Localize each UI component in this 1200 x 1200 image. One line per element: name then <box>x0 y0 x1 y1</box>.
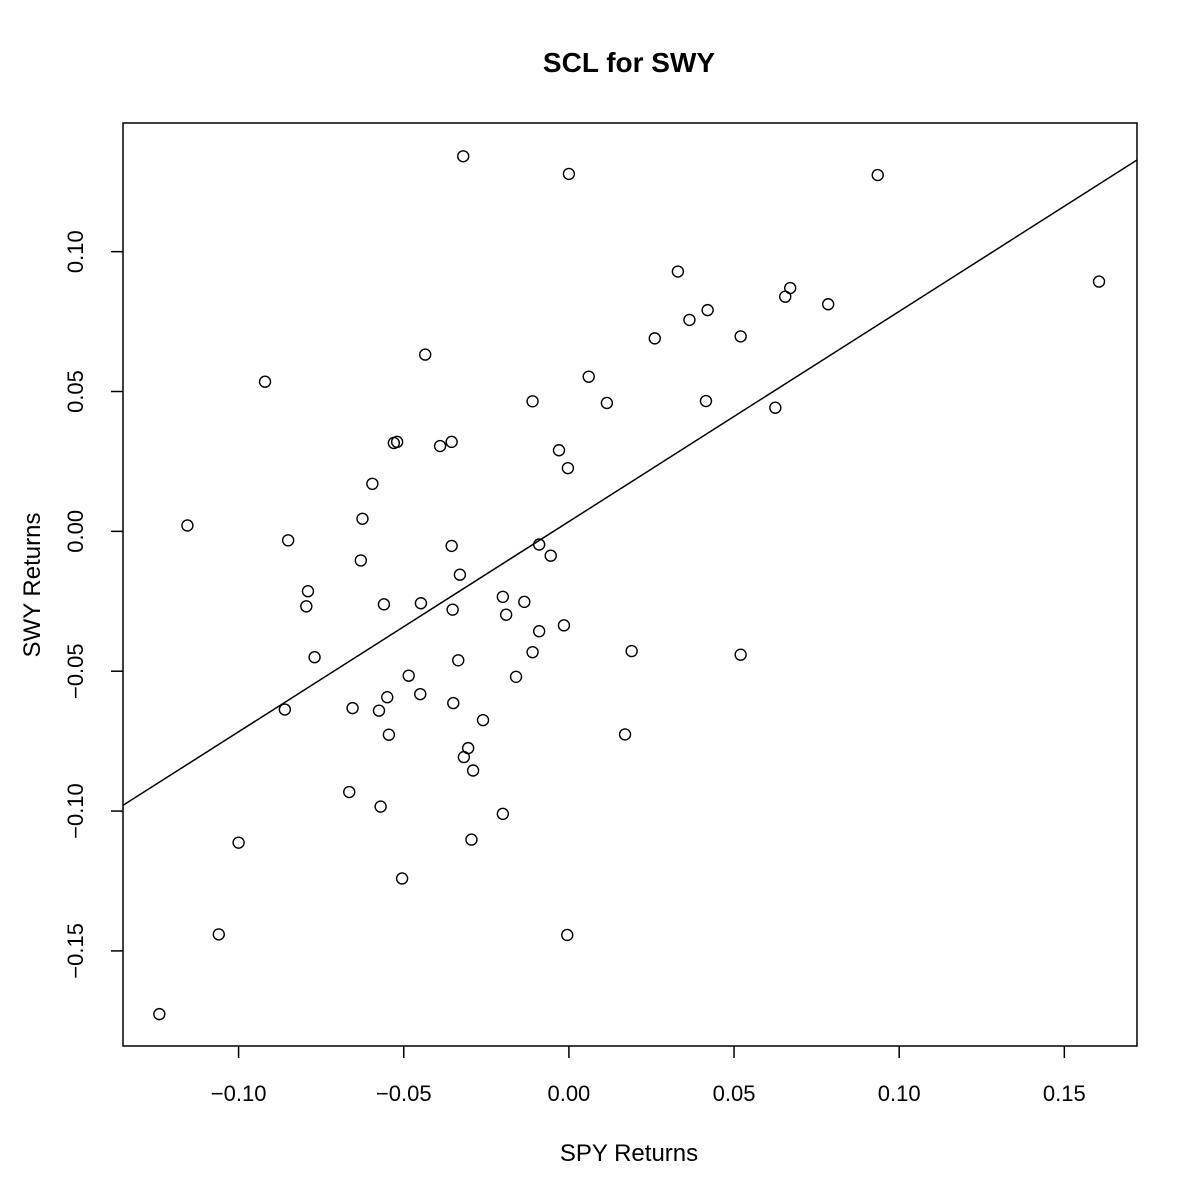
data-point <box>783 281 797 295</box>
data-point <box>561 928 574 942</box>
data-point <box>557 619 571 632</box>
data-point <box>496 590 510 604</box>
data-point <box>390 435 404 449</box>
data-point <box>526 395 539 408</box>
x-axis-label: SPY Returns <box>560 1140 698 1167</box>
data-point <box>518 595 531 609</box>
data-point <box>683 313 696 327</box>
data-point <box>181 519 194 532</box>
x-tick-label: 0.10 <box>878 1081 921 1106</box>
data-point <box>544 549 557 562</box>
data-point <box>402 669 415 682</box>
data-point <box>232 836 245 849</box>
y-tick-label: 0.00 <box>63 510 88 553</box>
data-point <box>499 608 513 621</box>
data-point <box>308 651 321 664</box>
data-point <box>278 703 292 716</box>
y-tick-label: 0.10 <box>63 230 88 273</box>
data-point <box>414 597 428 610</box>
data-point <box>582 370 595 383</box>
data-point <box>366 477 379 491</box>
data-point <box>153 1007 166 1021</box>
data-point <box>419 348 432 361</box>
data-point <box>476 713 490 727</box>
y-axis-label: SWY Returns <box>19 513 46 658</box>
data-point <box>509 670 523 683</box>
x-tick-label: −0.05 <box>376 1081 432 1106</box>
data-point <box>496 807 510 821</box>
data-point <box>466 764 480 777</box>
plot-frame <box>122 122 1138 1047</box>
regression-line <box>123 159 1137 806</box>
data-point <box>452 654 465 667</box>
data-point <box>562 167 576 181</box>
y-tick-label: −0.15 <box>63 923 88 979</box>
data-point <box>699 394 713 408</box>
data-point <box>526 645 539 659</box>
data-point <box>395 872 409 885</box>
data-point <box>701 303 714 317</box>
data-point <box>300 600 313 613</box>
x-tick-label: 0.05 <box>713 1081 756 1106</box>
data-point <box>618 728 632 741</box>
data-point <box>453 568 467 581</box>
data-point <box>281 534 295 547</box>
data-point <box>346 701 359 715</box>
data-point <box>552 444 566 457</box>
y-tick-label: −0.05 <box>63 643 88 699</box>
data-point <box>343 785 356 799</box>
data-point <box>465 833 478 846</box>
data-point <box>414 687 427 701</box>
x-tick-label: −0.10 <box>211 1081 267 1106</box>
data-point <box>532 538 546 551</box>
data-point <box>625 644 638 658</box>
data-point <box>258 375 272 388</box>
data-point <box>1092 275 1106 288</box>
data-point <box>354 554 368 567</box>
data-point <box>301 585 315 598</box>
data-point <box>457 150 470 163</box>
y-tick-label: 0.05 <box>63 370 88 413</box>
data-point <box>821 298 835 311</box>
data-point <box>532 625 546 638</box>
data-point <box>734 330 747 343</box>
data-point <box>372 704 386 717</box>
y-axis: −0.15 −0.10 −0.05 0.00 0.05 0.10 <box>63 230 123 979</box>
x-tick-label: 0.00 <box>547 1081 590 1106</box>
chart-title: SCL for SWY <box>543 47 715 78</box>
plot-area <box>123 150 1137 1021</box>
data-point <box>648 332 661 345</box>
data-point <box>461 741 475 755</box>
data-point <box>734 648 747 661</box>
data-point <box>600 396 614 410</box>
data-point <box>671 265 685 278</box>
data-point <box>433 439 447 453</box>
data-point <box>382 728 396 741</box>
data-point <box>377 598 391 611</box>
data-point <box>447 696 460 710</box>
data-point <box>446 603 459 616</box>
data-point <box>381 691 394 704</box>
x-axis: −0.10 −0.05 0.00 0.05 0.10 0.15 <box>211 1046 1086 1106</box>
data-point <box>769 401 782 414</box>
data-point <box>212 928 225 941</box>
data-point <box>356 512 369 525</box>
data-point <box>561 461 575 475</box>
data-point <box>871 168 884 182</box>
data-point <box>445 435 458 449</box>
data-point <box>445 539 458 553</box>
data-point <box>374 800 387 813</box>
y-tick-label: −0.10 <box>63 783 88 839</box>
x-tick-label: 0.15 <box>1043 1081 1086 1106</box>
